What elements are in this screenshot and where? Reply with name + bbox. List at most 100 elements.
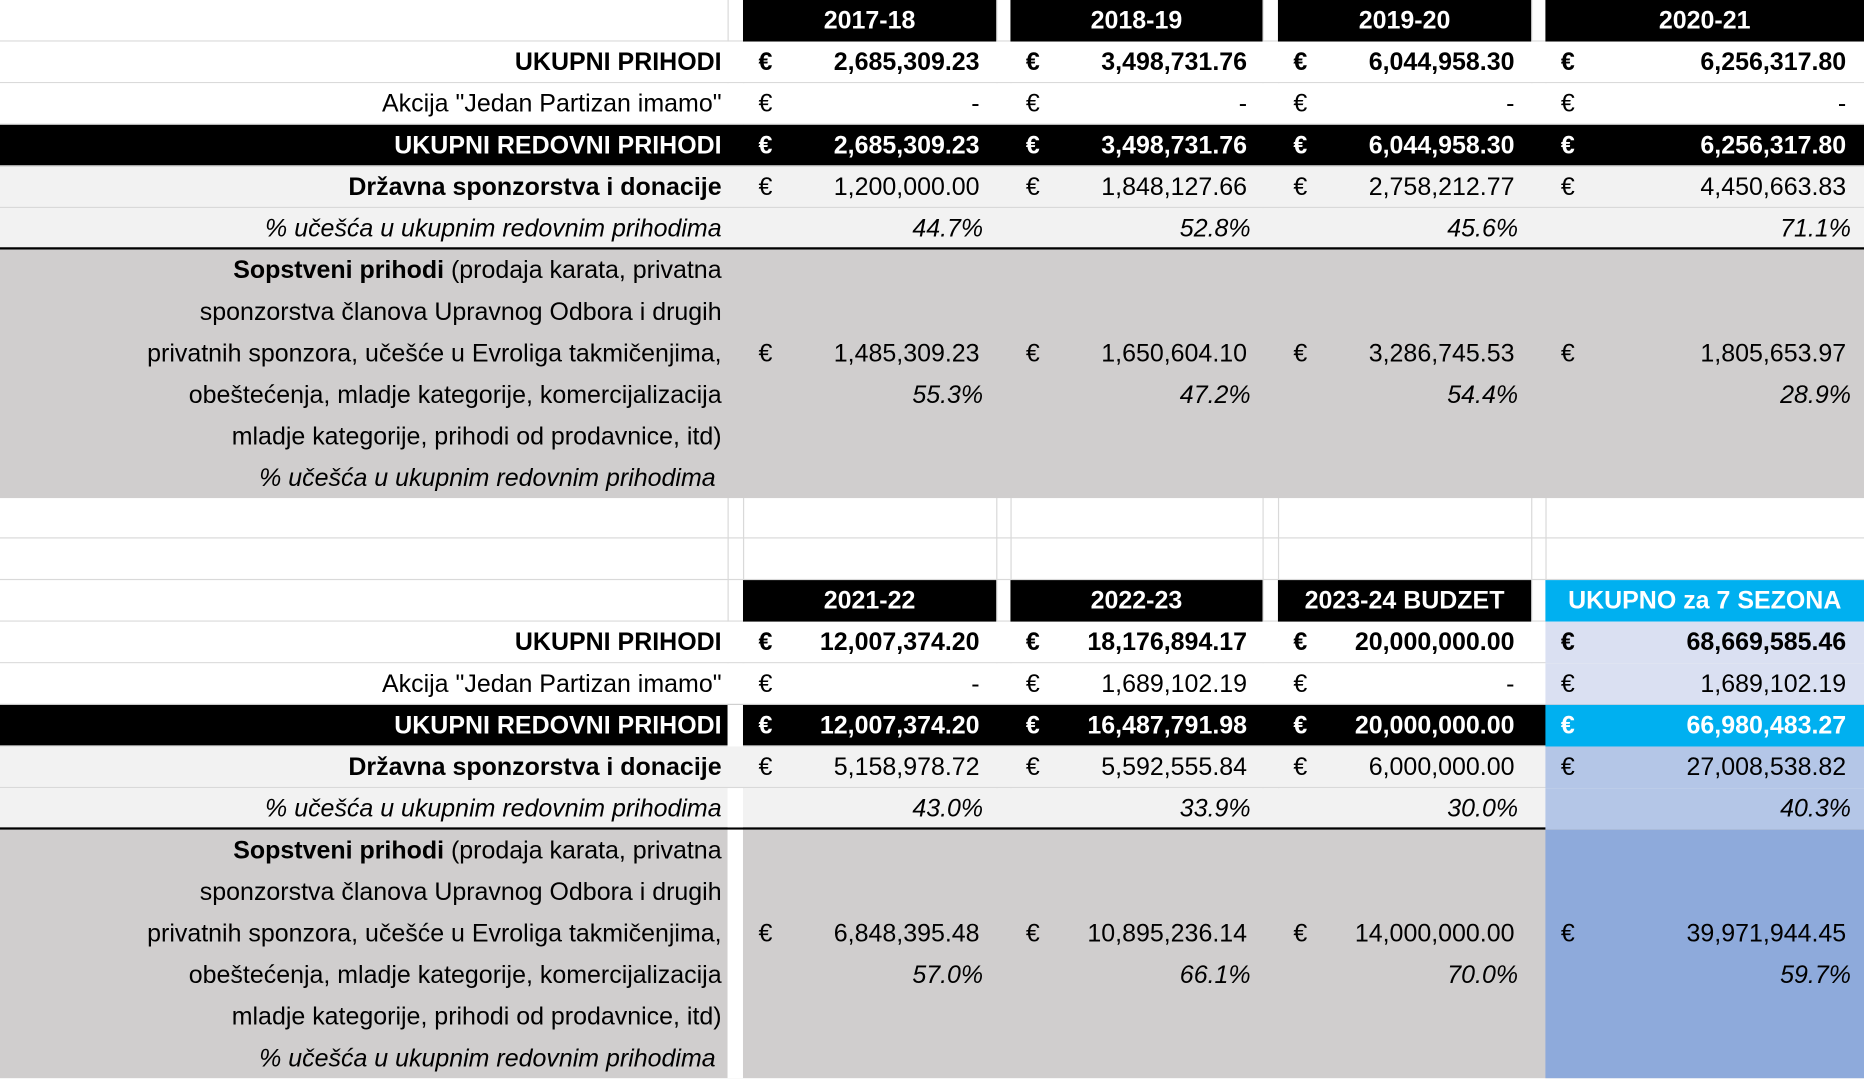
gap bbox=[727, 704, 743, 747]
state-share-row: % učešća u ukupnim redovnim prihodima 44.… bbox=[0, 208, 1864, 250]
akcija-value[interactable]: - bbox=[1238, 90, 1248, 118]
regular-value[interactable]: 12,007,374.20 bbox=[819, 712, 980, 740]
state-value[interactable]: 5,158,978.72 bbox=[833, 753, 980, 782]
euro-sign: € bbox=[758, 753, 773, 782]
akcija-label: Akcija "Jedan Partizan imamo" bbox=[381, 670, 722, 698]
own-revenue-label-line: sponzorstva članova Upravnog Odbora i dr… bbox=[0, 291, 722, 333]
own-label-text: % učešća u ukupnim redovnim prihodima bbox=[259, 1044, 716, 1073]
euro-sign: € bbox=[1560, 90, 1575, 118]
total-value[interactable]: 20,000,000.00 bbox=[1354, 628, 1515, 657]
regular-value[interactable]: 6,256,317.80 bbox=[1700, 131, 1847, 160]
akcija-value[interactable]: 1,689,102.19 bbox=[1700, 670, 1847, 698]
season-header[interactable]: 2019-20 bbox=[1277, 0, 1532, 42]
own-label-text: obeštećenja, mladje kategorije, komercij… bbox=[188, 381, 722, 409]
euro-sign: € bbox=[1293, 90, 1308, 118]
own-revenue-label-line: mladje kategorije, prihodi od prodavnice… bbox=[0, 996, 722, 1038]
total-row: UKUPNI PRIHODI €12,007,374.20 €18,176,894.… bbox=[0, 621, 1864, 664]
akcija-row: Akcija "Jedan Partizan imamo" € - € - € - € - bbox=[0, 83, 1864, 125]
euro-sign: € bbox=[1025, 712, 1040, 740]
state-value[interactable]: 4,450,663.83 bbox=[1700, 173, 1847, 201]
total-value[interactable]: 18,176,894.17 bbox=[1087, 628, 1248, 657]
own_share-value[interactable]: 28.9% bbox=[1780, 381, 1851, 409]
regular-value[interactable]: 2,685,309.23 bbox=[833, 131, 980, 160]
own_share-value[interactable]: 54.4% bbox=[1447, 381, 1519, 409]
own-revenue-label-line: sponzorstva članova Upravnog Odbora i dr… bbox=[0, 871, 722, 913]
own-revenue-block: Sopstveni prihodi (prodaja karata, priva… bbox=[0, 249, 1864, 499]
total-value[interactable]: 3,498,731.76 bbox=[1101, 48, 1248, 77]
own-value[interactable]: 14,000,000.00 bbox=[1354, 920, 1515, 948]
grid-line bbox=[996, 0, 998, 1077]
own-value[interactable]: 1,485,309.23 bbox=[833, 339, 980, 368]
total-value[interactable]: 12,007,374.20 bbox=[819, 628, 980, 657]
season-header[interactable]: 2021-22 bbox=[742, 580, 997, 622]
own-revenue-label-line: Sopstveni prihodi (prodaja karata, priva… bbox=[0, 830, 721, 872]
akcija-value[interactable]: - bbox=[1506, 670, 1515, 698]
total-value[interactable]: 68,669,585.46 bbox=[1686, 628, 1847, 657]
own_share-value[interactable]: 59.7% bbox=[1780, 961, 1851, 990]
euro-sign: € bbox=[1560, 920, 1575, 948]
season-header[interactable]: 2018-19 bbox=[1010, 0, 1263, 42]
own_share-value[interactable]: 55.3% bbox=[912, 381, 984, 409]
state_share-value[interactable]: 44.7% bbox=[912, 215, 984, 243]
total-value[interactable]: 2,685,309.23 bbox=[833, 48, 980, 77]
akcija-value[interactable]: - bbox=[971, 670, 980, 698]
euro-sign: € bbox=[1025, 628, 1040, 657]
euro-sign: € bbox=[1560, 339, 1575, 368]
akcija-value[interactable]: 1,689,102.19 bbox=[1101, 670, 1248, 698]
state_share-value[interactable]: 30.0% bbox=[1447, 795, 1519, 823]
own-revenue-label-line: Sopstveni prihodi (prodaja karata, priva… bbox=[0, 250, 721, 292]
season-header[interactable]: 2017-18 bbox=[742, 0, 997, 42]
state-value[interactable]: 27,008,538.82 bbox=[1686, 753, 1847, 782]
season-header[interactable]: 2023-24 BUDZET bbox=[1277, 580, 1532, 622]
euro-sign: € bbox=[1560, 712, 1575, 740]
total-value[interactable]: 6,256,317.80 bbox=[1700, 48, 1847, 77]
own_share-value[interactable]: 66.1% bbox=[1179, 961, 1251, 990]
own-revenue-label-line: mladje kategorije, prihodi od prodavnice… bbox=[0, 416, 722, 458]
own-value[interactable]: 39,971,944.45 bbox=[1686, 920, 1847, 948]
state_share-value[interactable]: 43.0% bbox=[912, 795, 984, 823]
akcija-value[interactable]: - bbox=[971, 90, 980, 118]
state_share-value[interactable]: 45.6% bbox=[1447, 215, 1519, 243]
euro-sign: € bbox=[1560, 628, 1575, 657]
state-value[interactable]: 1,200,000.00 bbox=[833, 173, 980, 201]
regular-value[interactable]: 6,044,958.30 bbox=[1368, 131, 1515, 160]
total-value[interactable]: 6,044,958.30 bbox=[1368, 48, 1515, 77]
state-value[interactable]: 1,848,127.66 bbox=[1101, 173, 1248, 201]
state_share-value[interactable]: 71.1% bbox=[1780, 215, 1851, 243]
regular-value[interactable]: 16,487,791.98 bbox=[1087, 712, 1248, 740]
euro-sign: € bbox=[758, 90, 773, 118]
euro-sign: € bbox=[758, 48, 773, 77]
state_share-value[interactable]: 33.9% bbox=[1179, 795, 1251, 823]
state_share-value[interactable]: 52.8% bbox=[1179, 215, 1251, 243]
grid-line bbox=[1262, 0, 1264, 1077]
regular-value[interactable]: 3,498,731.76 bbox=[1101, 131, 1248, 160]
regular-value[interactable]: 66,980,483.27 bbox=[1686, 712, 1847, 740]
season-header[interactable]: UKUPNO za 7 SEZONA bbox=[1545, 580, 1864, 622]
akcija-value[interactable]: - bbox=[1837, 90, 1847, 118]
own_share-value[interactable]: 70.0% bbox=[1447, 961, 1519, 990]
own-value[interactable]: 6,848,395.48 bbox=[833, 920, 980, 948]
own-value[interactable]: 1,650,604.10 bbox=[1101, 339, 1248, 368]
total-column-cell bbox=[1545, 746, 1864, 789]
own_share-value[interactable]: 47.2% bbox=[1179, 381, 1251, 409]
own-value[interactable]: 3,286,745.53 bbox=[1368, 339, 1515, 368]
own-label-text: sponzorstva članova Upravnog Odbora i dr… bbox=[199, 298, 722, 326]
own-revenue-label-line: % učešća u ukupnim redovnim prihodima bbox=[0, 1038, 722, 1079]
season-header[interactable]: 2022-23 bbox=[1010, 580, 1263, 622]
state-value[interactable]: 5,592,555.84 bbox=[1101, 753, 1248, 782]
regular-value[interactable]: 20,000,000.00 bbox=[1354, 712, 1515, 740]
own-value[interactable]: 10,895,236.14 bbox=[1087, 920, 1248, 948]
state_share-value[interactable]: 40.3% bbox=[1780, 795, 1851, 823]
akcija-value[interactable]: - bbox=[1506, 90, 1515, 118]
own-value[interactable]: 1,805,653.97 bbox=[1700, 339, 1847, 368]
euro-sign: € bbox=[1560, 48, 1575, 77]
state-value[interactable]: 6,000,000.00 bbox=[1368, 753, 1515, 782]
season-header[interactable]: 2020-21 bbox=[1545, 0, 1864, 42]
header-row: 2017-18 2018-19 2019-20 2020-21 bbox=[0, 0, 1864, 42]
own_share-value[interactable]: 57.0% bbox=[912, 961, 984, 990]
state-label: Državna sponzorstva i donacije bbox=[348, 173, 722, 201]
state-label: Državna sponzorstva i donacije bbox=[348, 753, 722, 782]
euro-sign: € bbox=[1025, 339, 1040, 368]
state-value[interactable]: 2,758,212.77 bbox=[1368, 173, 1515, 201]
total-label: UKUPNI PRIHODI bbox=[514, 48, 722, 77]
